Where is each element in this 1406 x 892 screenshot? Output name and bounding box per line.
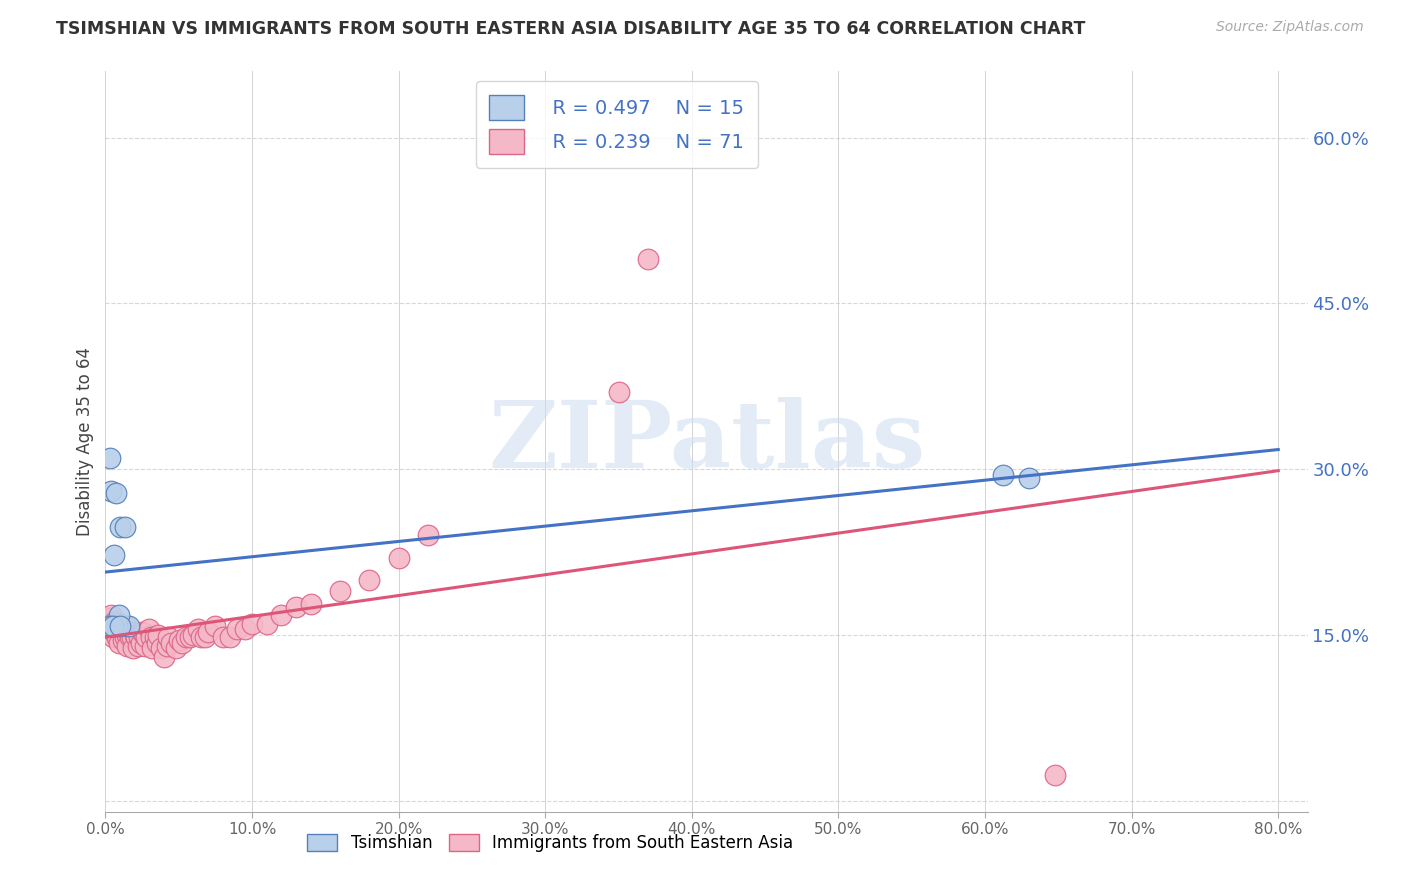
Point — [131, 624, 153, 639]
Point — [329, 583, 352, 598]
Point — [101, 630, 124, 644]
Point — [270, 607, 292, 622]
Point — [101, 619, 124, 633]
Point — [108, 519, 131, 533]
Point — [124, 628, 146, 642]
Point — [108, 623, 131, 637]
Point — [100, 607, 122, 622]
Point — [285, 600, 308, 615]
Point — [359, 573, 381, 587]
Point — [115, 619, 138, 633]
Point — [128, 630, 150, 644]
Point — [167, 633, 190, 648]
Point — [145, 635, 167, 649]
Point — [104, 486, 127, 500]
Point — [156, 639, 179, 653]
Point — [104, 628, 127, 642]
Point — [240, 616, 263, 631]
Point — [150, 641, 173, 656]
Point — [135, 630, 157, 644]
Point — [141, 641, 163, 656]
Point — [100, 484, 122, 499]
Point — [637, 252, 659, 267]
Point — [107, 635, 129, 649]
Point — [183, 628, 205, 642]
Point — [117, 639, 139, 653]
Point — [157, 630, 180, 644]
Point — [132, 625, 155, 640]
Point — [165, 641, 187, 656]
Point — [153, 650, 176, 665]
Point — [105, 615, 128, 629]
Point — [127, 639, 149, 653]
Point — [190, 630, 212, 644]
Point — [1045, 768, 1067, 782]
Point — [416, 528, 439, 542]
Point — [125, 630, 148, 644]
Point — [100, 623, 122, 637]
Point — [388, 550, 411, 565]
Point — [122, 641, 145, 656]
Point — [204, 619, 226, 633]
Point — [98, 611, 121, 625]
Point — [114, 630, 136, 644]
Point — [105, 619, 128, 633]
Point — [105, 630, 128, 644]
Y-axis label: Disability Age 35 to 64: Disability Age 35 to 64 — [76, 347, 94, 536]
Legend: Tsimshian, Immigrants from South Eastern Asia: Tsimshian, Immigrants from South Eastern… — [301, 828, 800, 859]
Point — [170, 635, 193, 649]
Point — [107, 607, 129, 622]
Point — [118, 624, 141, 639]
Point — [110, 623, 132, 637]
Point — [108, 616, 131, 631]
Point — [98, 619, 121, 633]
Point — [112, 633, 135, 648]
Point — [134, 639, 156, 653]
Point — [138, 623, 160, 637]
Text: TSIMSHIAN VS IMMIGRANTS FROM SOUTH EASTERN ASIA DISABILITY AGE 35 TO 64 CORRELAT: TSIMSHIAN VS IMMIGRANTS FROM SOUTH EASTE… — [56, 20, 1085, 37]
Point — [1018, 471, 1040, 485]
Point — [108, 619, 131, 633]
Point — [103, 615, 125, 629]
Point — [117, 628, 139, 642]
Point — [233, 623, 256, 637]
Text: ZIPatlas: ZIPatlas — [488, 397, 925, 486]
Point — [211, 630, 233, 644]
Point — [103, 549, 125, 563]
Point — [101, 619, 124, 633]
Point — [101, 619, 124, 633]
Point — [143, 630, 166, 644]
Point — [219, 630, 242, 644]
Point — [299, 597, 322, 611]
Point — [112, 628, 135, 642]
Point — [98, 451, 121, 466]
Point — [256, 616, 278, 631]
Point — [129, 635, 152, 649]
Point — [194, 630, 217, 644]
Point — [120, 630, 142, 644]
Point — [187, 623, 209, 637]
Point — [179, 630, 201, 644]
Point — [121, 630, 143, 644]
Point — [148, 628, 170, 642]
Point — [139, 630, 162, 644]
Point — [991, 467, 1014, 482]
Point — [107, 624, 129, 639]
Point — [197, 624, 219, 639]
Point — [160, 635, 183, 649]
Point — [174, 630, 197, 644]
Point — [607, 384, 630, 399]
Point — [226, 623, 249, 637]
Point — [114, 519, 136, 533]
Point — [118, 619, 141, 633]
Text: Source: ZipAtlas.com: Source: ZipAtlas.com — [1216, 20, 1364, 34]
